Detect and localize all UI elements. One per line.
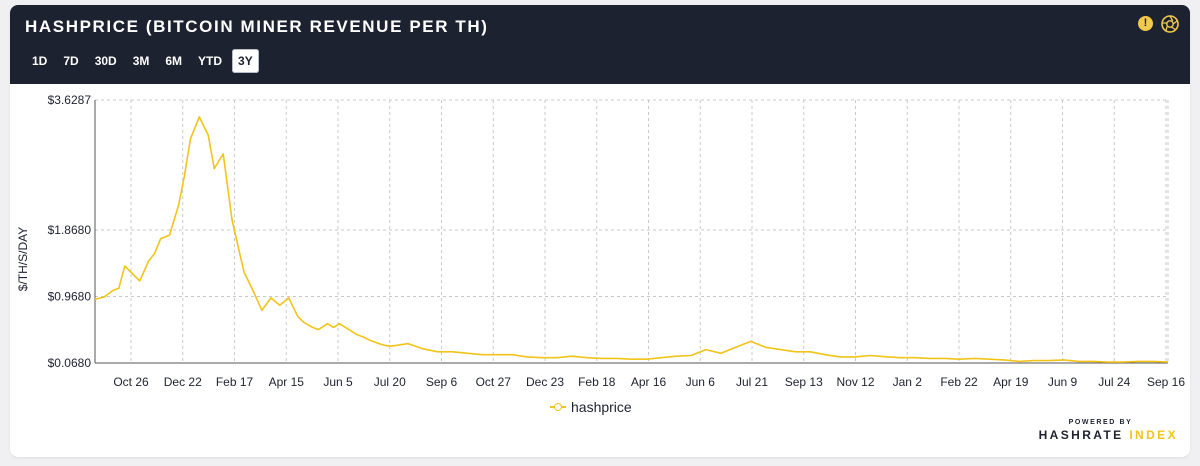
tab-3y[interactable]: 3Y xyxy=(232,49,259,73)
x-tick-label: Apr 19 xyxy=(993,375,1029,389)
brand-name: HASHRATE INDEX xyxy=(1039,428,1178,442)
x-tick-label: Oct 27 xyxy=(476,375,512,389)
grid-lines xyxy=(95,99,1169,364)
tab-1d[interactable]: 1D xyxy=(32,54,48,68)
y-tick-label: $3.6287 xyxy=(48,93,92,107)
x-tick-label: Jul 21 xyxy=(736,375,768,389)
x-tick-label: Sep 6 xyxy=(426,375,458,389)
x-tick-label: Dec 22 xyxy=(164,375,202,389)
x-tick-label: Feb 22 xyxy=(940,375,978,389)
x-tick-label: Jun 9 xyxy=(1048,375,1078,389)
x-tick-label: Feb 17 xyxy=(216,375,254,389)
tab-7d[interactable]: 7D xyxy=(63,54,79,68)
alert-icon[interactable]: ! xyxy=(1138,16,1153,31)
x-tick-label: Jun 5 xyxy=(323,375,353,389)
tab-6m[interactable]: 6M xyxy=(165,54,183,68)
x-tick-label: Oct 26 xyxy=(113,375,149,389)
legend-line-marker xyxy=(550,402,566,412)
powered-by-label: POWERED BY xyxy=(1068,419,1133,426)
y-tick-label: $0.9680 xyxy=(48,290,92,304)
time-range-tabs: 1D 7D 30D 3M 6M YTD 3Y xyxy=(26,49,259,73)
brand-logo: POWERED BY HASHRATE INDEX xyxy=(1039,419,1178,442)
chart-legend[interactable]: hashprice xyxy=(550,399,632,415)
x-tick-label: Dec 23 xyxy=(526,375,564,389)
brand-name-part1: HASHRATE xyxy=(1038,428,1124,442)
axes xyxy=(94,100,1168,364)
y-tick-label: $1.8680 xyxy=(48,223,92,237)
y-tick-label: $0.0680 xyxy=(48,356,92,370)
tab-ytd[interactable]: YTD xyxy=(198,54,223,68)
x-tick-label: Jun 6 xyxy=(686,375,716,389)
y-axis-label: $/TH/S/DAY xyxy=(16,227,30,291)
x-tick-label: Jul 24 xyxy=(1098,375,1130,389)
hashprice-series-line xyxy=(94,116,1169,363)
x-tick-label: Sep 16 xyxy=(1147,375,1185,389)
x-tick-label: Jul 20 xyxy=(374,375,406,389)
y-tick-labels: $3.6287 $1.8680 $0.9680 $0.0680 xyxy=(48,93,92,370)
x-tick-labels: Oct 26 Dec 22 Feb 17 Apr 15 Jun 5 Jul 20 Sep 6… xyxy=(113,375,1185,389)
x-tick-label: Jan 2 xyxy=(893,375,923,389)
x-tick-label: Nov 12 xyxy=(836,375,874,389)
tab-3m[interactable]: 3M xyxy=(132,54,150,68)
x-tick-label: Sep 13 xyxy=(785,375,823,389)
x-tick-label: Feb 18 xyxy=(578,375,616,389)
brand-name-part2: INDEX xyxy=(1129,428,1178,442)
hashprice-chart[interactable]: $3.6287 $1.8680 $0.9680 $0.0680 Oct 26 Dec 2… xyxy=(10,84,1190,394)
x-tick-label: Apr 16 xyxy=(631,375,667,389)
tab-30d[interactable]: 30D xyxy=(94,54,117,68)
chart-title: HASHPRICE (BITCOIN MINER REVENUE PER TH) xyxy=(25,17,489,36)
card-header: HASHPRICE (BITCOIN MINER REVENUE PER TH)… xyxy=(10,5,1190,84)
legend-label: hashprice xyxy=(571,399,632,415)
x-tick-label: Apr 15 xyxy=(269,375,305,389)
aperture-icon[interactable] xyxy=(1160,14,1180,34)
hashprice-card: HASHPRICE (BITCOIN MINER REVENUE PER TH)… xyxy=(10,5,1190,457)
